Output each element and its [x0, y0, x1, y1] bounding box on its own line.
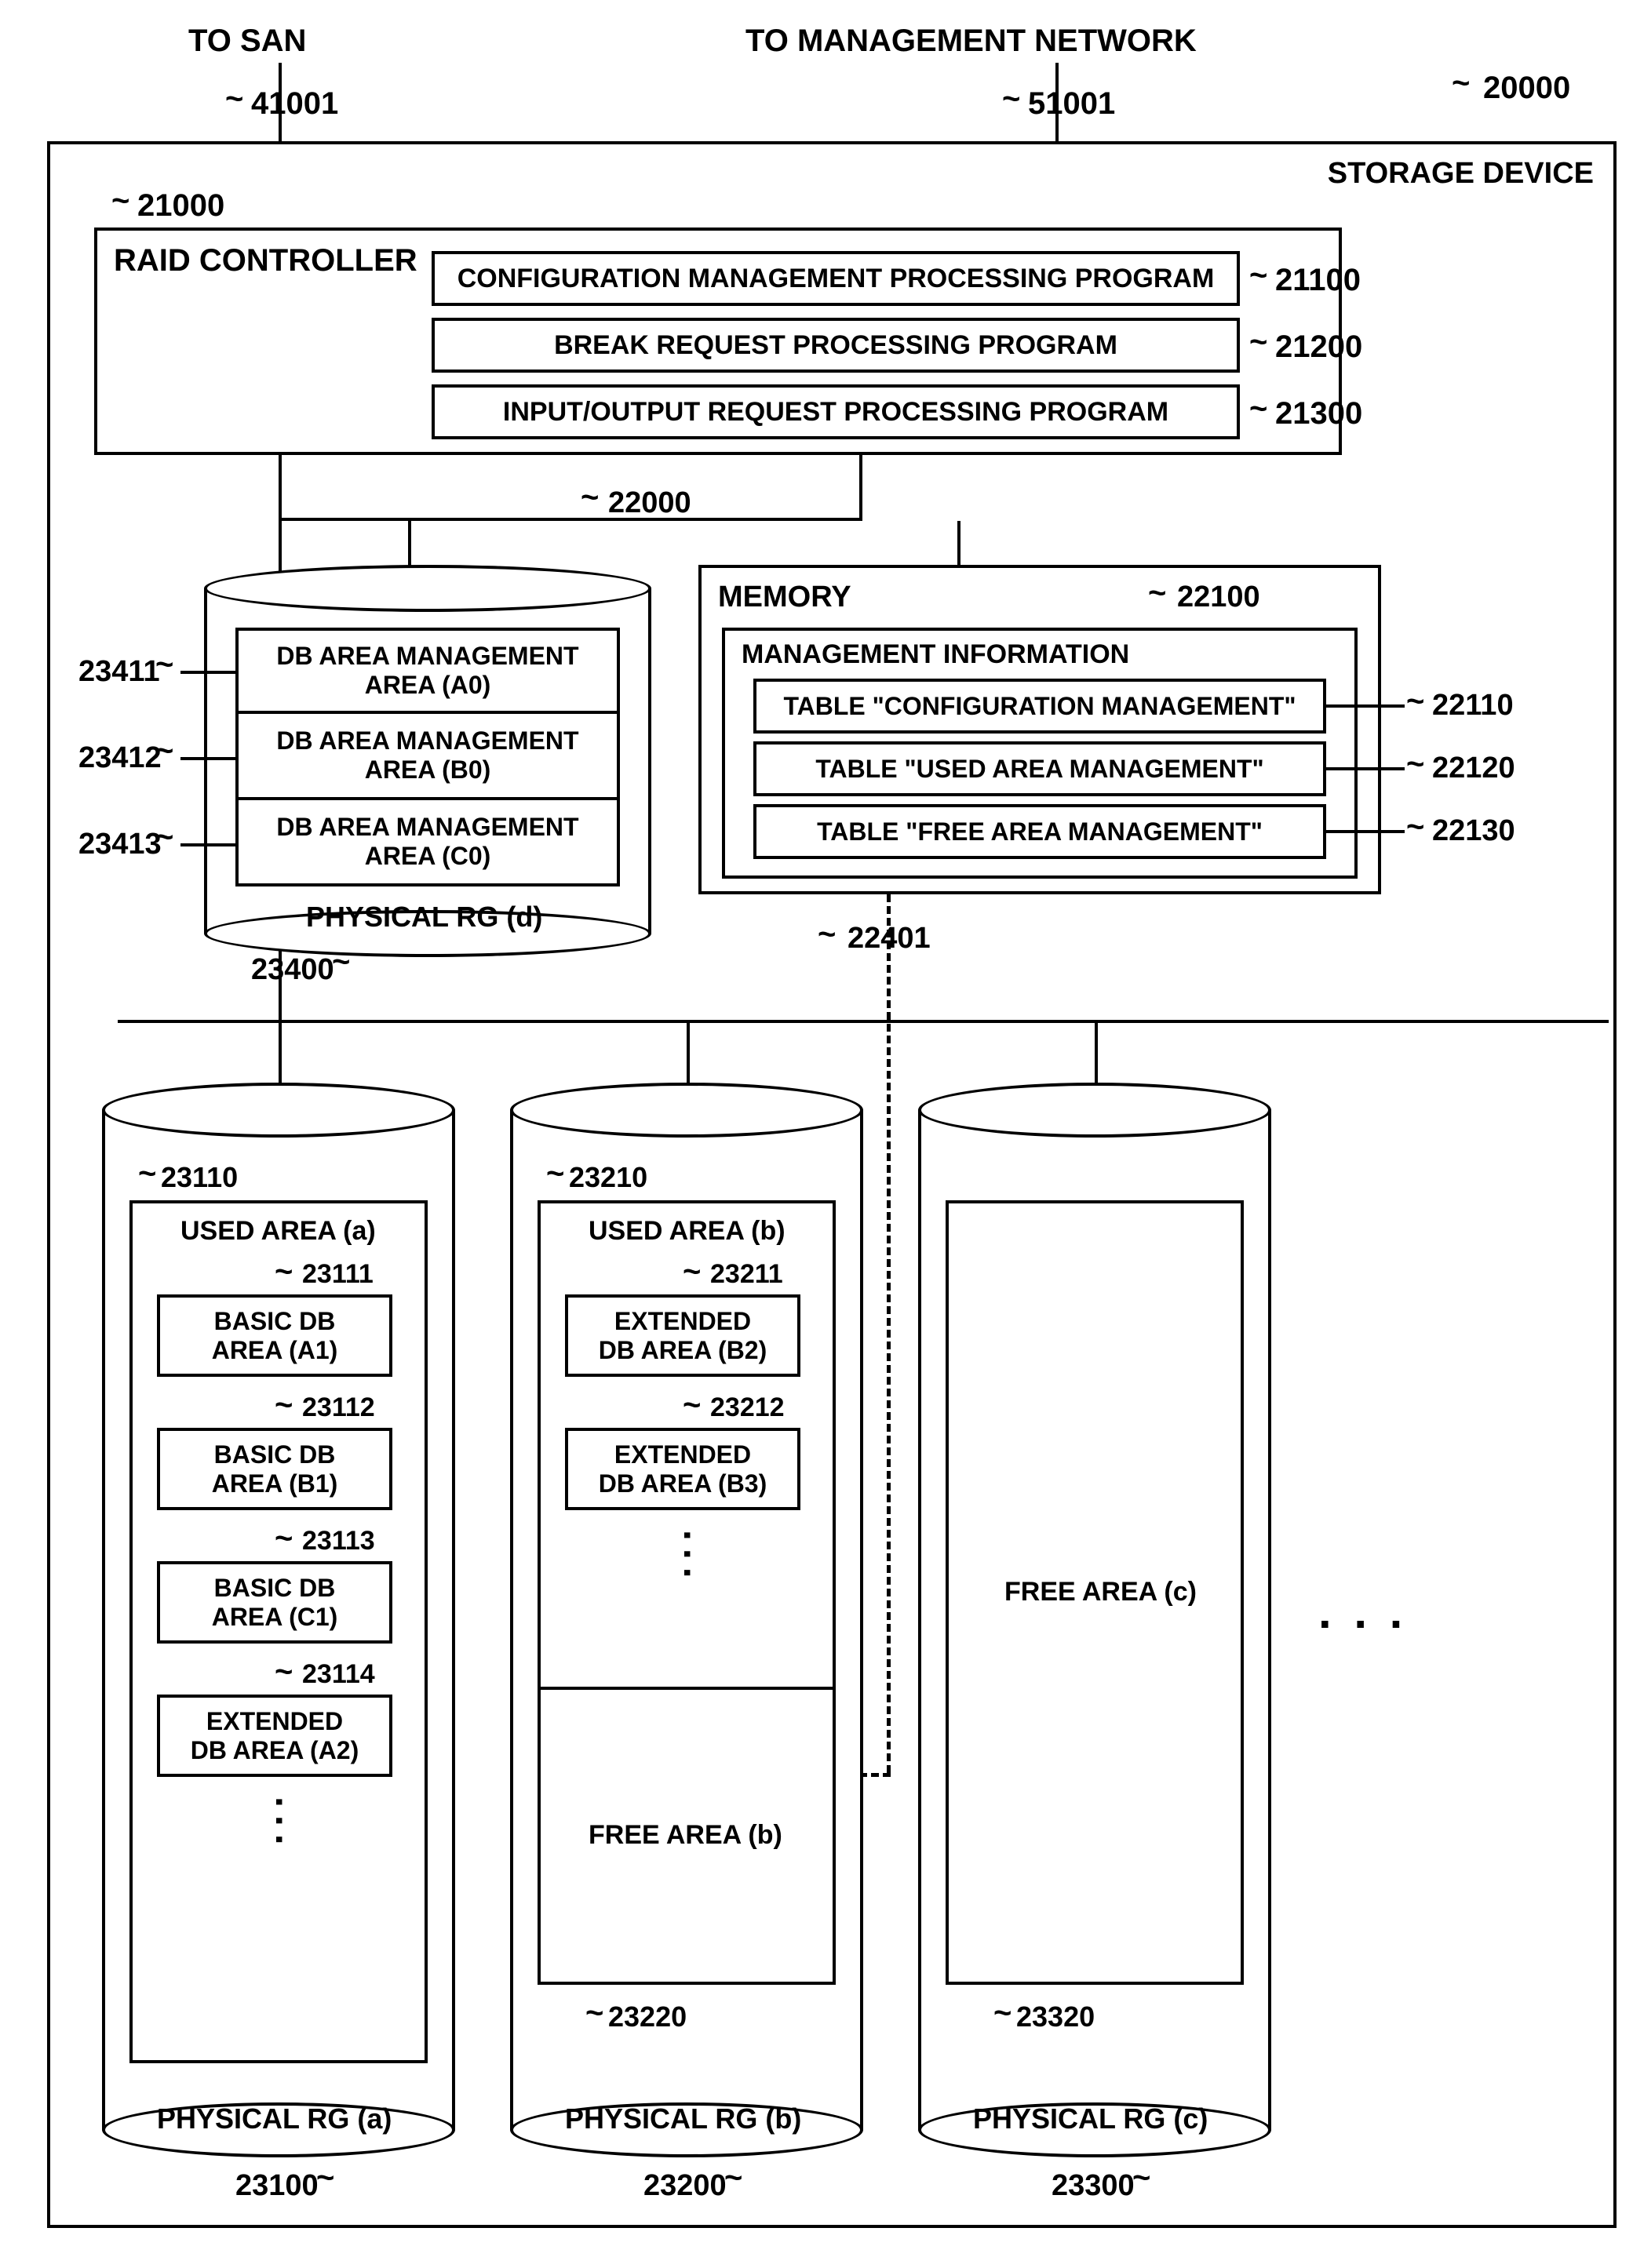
- cyl-d-row-0-l2: AREA (A0): [365, 671, 491, 700]
- rg-a-used-ref: 23110: [161, 1161, 238, 1194]
- rg-b-item-1: EXTENDEDDB AREA (B3): [565, 1428, 800, 1510]
- program-0-text: CONFIGURATION MANAGEMENT PROCESSING PROG…: [457, 264, 1215, 294]
- rg-a-item-0-ref: 23111: [302, 1259, 374, 1290]
- table-2: TABLE "FREE AREA MANAGEMENT": [753, 804, 1326, 859]
- to-mgmt-label: TO MANAGEMENT NETWORK: [745, 24, 1197, 59]
- cyl-d-row-2-l2: AREA (C0): [365, 842, 491, 871]
- cyl-d-row-0: DB AREA MANAGEMENT AREA (A0): [235, 628, 620, 714]
- to-san-label: TO SAN: [188, 24, 306, 59]
- ellipsis-icon: ...: [267, 1797, 312, 1853]
- rg-a-item-3: EXTENDEDDB AREA (A2): [157, 1695, 392, 1777]
- table-0-text: TABLE "CONFIGURATION MANAGEMENT": [783, 692, 1296, 721]
- cyl-d-row-2-ref: 23413: [78, 828, 162, 861]
- cyl-d-row-2-l1: DB AREA MANAGEMENT: [276, 813, 578, 842]
- table-1: TABLE "USED AREA MANAGEMENT": [753, 741, 1326, 796]
- rg-c-free-ref: 23320: [1016, 2000, 1095, 2033]
- rg-b-item-0: EXTENDEDDB AREA (B2): [565, 1294, 800, 1377]
- cyl-d-row-1-l1: DB AREA MANAGEMENT: [276, 726, 578, 755]
- table-0-ref: 22110: [1432, 689, 1514, 723]
- rg-a-item-1: BASIC DBAREA (B1): [157, 1428, 392, 1510]
- rg-c-ref: 23300: [1052, 2169, 1135, 2203]
- rg-a-used-label: USED AREA (a): [180, 1216, 376, 1247]
- dash-ref: 22401: [847, 922, 931, 956]
- program-0-ref: 21100: [1275, 263, 1361, 298]
- program-0: CONFIGURATION MANAGEMENT PROCESSING PROG…: [432, 251, 1240, 306]
- rg-b-used-label: USED AREA (b): [589, 1216, 786, 1247]
- to-san-ref: 41001: [251, 86, 338, 122]
- rg-a-item-3-ref: 23114: [302, 1659, 375, 1690]
- rg-b-item-1-ref: 23212: [710, 1392, 785, 1423]
- rg-c-label: PHYSICAL RG (c): [973, 2102, 1208, 2135]
- memory-label: MEMORY: [718, 581, 851, 614]
- cyl-d-row-1: DB AREA MANAGEMENT AREA (B0): [235, 714, 620, 800]
- rg-a-item-0: BASIC DBAREA (A1): [157, 1294, 392, 1377]
- cyl-d-ref: 23400: [251, 953, 334, 987]
- to-mgmt-ref: 51001: [1028, 86, 1115, 122]
- rg-a-ref: 23100: [235, 2169, 319, 2203]
- storage-ref: 20000: [1483, 71, 1570, 106]
- table-0: TABLE "CONFIGURATION MANAGEMENT": [753, 679, 1326, 734]
- rg-a-item-2-ref: 23113: [302, 1526, 375, 1556]
- program-2-ref: 21300: [1275, 396, 1362, 431]
- cyl-d-label: PHYSICAL RG (d): [306, 901, 542, 934]
- table-2-text: TABLE "FREE AREA MANAGEMENT": [817, 817, 1263, 846]
- rg-a-label: PHYSICAL RG (a): [157, 2102, 392, 2135]
- cyl-d-row-0-ref: 23411: [78, 655, 160, 689]
- cyl-d-row-1-l2: AREA (B0): [365, 755, 491, 785]
- program-2: INPUT/OUTPUT REQUEST PROCESSING PROGRAM: [432, 384, 1240, 439]
- rg-b-label: PHYSICAL RG (b): [565, 2102, 801, 2135]
- rg-c-free-label: FREE AREA (c): [1004, 1577, 1197, 1607]
- raid-controller-label: RAID CONTROLLER: [114, 243, 417, 278]
- ellipsis-icon: ...: [675, 1530, 720, 1586]
- bus-ref: 22000: [608, 486, 691, 520]
- program-1-ref: 21200: [1275, 329, 1362, 365]
- program-1-text: BREAK REQUEST PROCESSING PROGRAM: [554, 330, 1117, 361]
- rg-b-used-ref: 23210: [569, 1161, 647, 1194]
- table-2-ref: 22130: [1432, 814, 1515, 848]
- mi-ref: 22100: [1177, 581, 1260, 614]
- diagram-canvas: TO SAN ~ 41001 TO MANAGEMENT NETWORK ~ 5…: [16, 16, 1633, 2252]
- trailing-ellipsis: . . .: [1318, 1585, 1407, 1639]
- cyl-d-row-2: DB AREA MANAGEMENT AREA (C0): [235, 800, 620, 886]
- storage-device-label: STORAGE DEVICE: [1328, 157, 1594, 191]
- rg-a-item-1-ref: 23112: [302, 1392, 375, 1423]
- raid-ref: 21000: [137, 188, 224, 224]
- mi-label: MANAGEMENT INFORMATION: [742, 639, 1129, 670]
- program-1: BREAK REQUEST PROCESSING PROGRAM: [432, 318, 1240, 373]
- table-1-ref: 22120: [1432, 752, 1515, 785]
- rg-b-free-ref: 23220: [608, 2000, 687, 2033]
- cyl-d-row-0-l1: DB AREA MANAGEMENT: [276, 642, 578, 671]
- rg-b-free-label: FREE AREA (b): [589, 1820, 782, 1851]
- table-1-text: TABLE "USED AREA MANAGEMENT": [815, 755, 1263, 784]
- program-2-text: INPUT/OUTPUT REQUEST PROCESSING PROGRAM: [503, 397, 1168, 428]
- rg-b-item-0-ref: 23211: [710, 1259, 783, 1290]
- cyl-d-row-1-ref: 23412: [78, 741, 162, 775]
- rg-a-item-2: BASIC DBAREA (C1): [157, 1561, 392, 1644]
- rg-b-ref: 23200: [643, 2169, 727, 2203]
